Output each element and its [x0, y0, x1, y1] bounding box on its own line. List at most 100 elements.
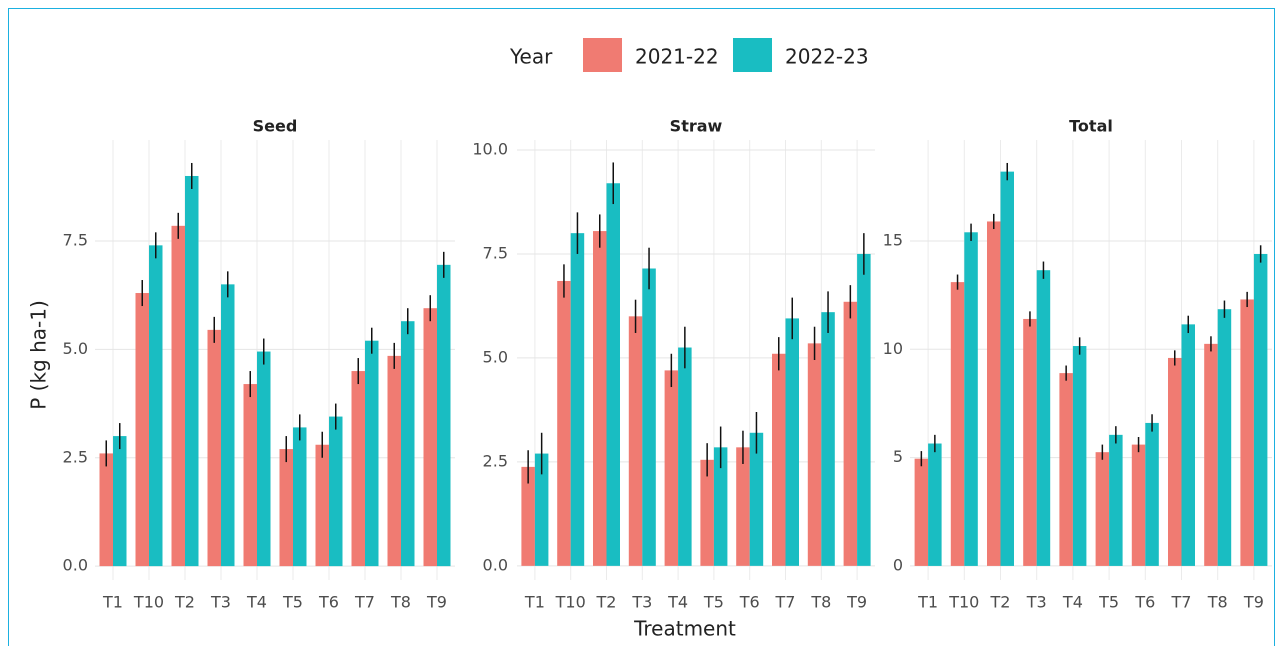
y-tick-label: 5.0 [483, 347, 508, 366]
bar [570, 233, 585, 566]
x-tick-label: T10 [555, 593, 586, 612]
bar [1240, 299, 1254, 566]
bar [749, 432, 764, 566]
bar [628, 316, 643, 566]
legend-title: Year [509, 45, 553, 69]
y-tick-label: 15 [883, 230, 903, 249]
bar [1059, 373, 1073, 566]
bar [149, 245, 163, 567]
bar [557, 280, 571, 566]
x-tick-label: T9 [426, 593, 447, 612]
bar [987, 221, 1001, 566]
x-tick-label: T2 [596, 593, 617, 612]
x-tick-label: T3 [210, 593, 231, 612]
bar [401, 321, 415, 567]
y-tick-label: 2.5 [63, 447, 88, 466]
bar [807, 343, 822, 566]
facet-title: Seed [253, 117, 298, 136]
bar [135, 293, 149, 567]
bar [279, 449, 293, 567]
bar [365, 340, 379, 567]
x-tick-label: T7 [354, 593, 375, 612]
bar [1253, 253, 1268, 566]
bar [315, 444, 329, 567]
bar [1217, 309, 1232, 566]
y-axis-label: P (kg ha-1) [27, 300, 51, 410]
x-tick-label: T3 [1026, 593, 1047, 612]
legend-label: 2022-23 [785, 45, 869, 69]
bar [207, 329, 221, 567]
bar [606, 183, 620, 566]
bar [171, 225, 185, 567]
x-tick-label: T9 [846, 593, 867, 612]
x-tick-label: T6 [739, 593, 760, 612]
y-tick-label: 5.0 [63, 339, 88, 358]
bar [257, 351, 271, 567]
x-tick-label: T10 [133, 593, 164, 612]
x-tick-label: T3 [631, 593, 652, 612]
x-tick-label: T5 [703, 593, 724, 612]
bar [678, 347, 692, 566]
bar [243, 384, 257, 567]
legend-label: 2021-22 [635, 45, 719, 69]
bar [329, 416, 343, 567]
x-axis-label: Treatment [633, 617, 736, 641]
bar [1109, 434, 1123, 566]
bar [1023, 318, 1037, 566]
bar [642, 268, 656, 566]
y-tick-label: 0.0 [483, 555, 508, 574]
x-tick-label: T7 [775, 593, 796, 612]
x-tick-label: T4 [667, 593, 688, 612]
x-tick-label: T2 [174, 593, 195, 612]
x-tick-label: T5 [282, 593, 303, 612]
x-tick-label: T1 [524, 593, 545, 612]
y-tick-label: 2.5 [483, 451, 508, 470]
x-tick-label: T4 [1062, 593, 1083, 612]
x-tick-label: T4 [246, 593, 267, 612]
bar [534, 453, 549, 566]
bar [293, 427, 307, 567]
bar [1131, 444, 1146, 566]
bar [387, 355, 401, 567]
bar [423, 308, 437, 567]
x-tick-label: T2 [990, 593, 1011, 612]
bar [964, 232, 978, 566]
frame [8, 8, 1275, 646]
y-tick-label: 7.5 [63, 231, 88, 250]
x-tick-label: T7 [1171, 593, 1192, 612]
facet-title: Total [1069, 117, 1113, 136]
bar [664, 370, 679, 566]
bar [1036, 270, 1051, 566]
facet-title: Straw [670, 117, 723, 136]
x-tick-label: T10 [948, 593, 979, 612]
bar [1000, 171, 1014, 566]
y-tick-label: 0.0 [63, 556, 88, 575]
bar [437, 264, 451, 567]
bar [113, 436, 127, 567]
bar [221, 284, 235, 567]
y-tick-label: 7.5 [483, 243, 508, 262]
y-tick-label: 10 [883, 339, 903, 358]
bar [785, 318, 799, 566]
bar [857, 253, 871, 566]
bar [185, 175, 199, 567]
bar [593, 231, 607, 566]
x-tick-label: T5 [1098, 593, 1119, 612]
x-tick-label: T6 [1134, 593, 1155, 612]
bar [1168, 357, 1182, 566]
bar [700, 459, 714, 566]
bar [843, 301, 858, 566]
bar [928, 443, 942, 566]
x-tick-label: T8 [810, 593, 831, 612]
bar [821, 312, 835, 566]
bar [351, 371, 365, 567]
bar [1145, 422, 1159, 566]
x-tick-label: T1 [102, 593, 123, 612]
y-tick-label: 5 [893, 447, 903, 466]
y-tick-label: 0 [893, 555, 903, 574]
bar [1072, 346, 1087, 566]
bar [914, 458, 929, 566]
x-tick-label: T6 [318, 593, 339, 612]
bar [1095, 452, 1110, 566]
